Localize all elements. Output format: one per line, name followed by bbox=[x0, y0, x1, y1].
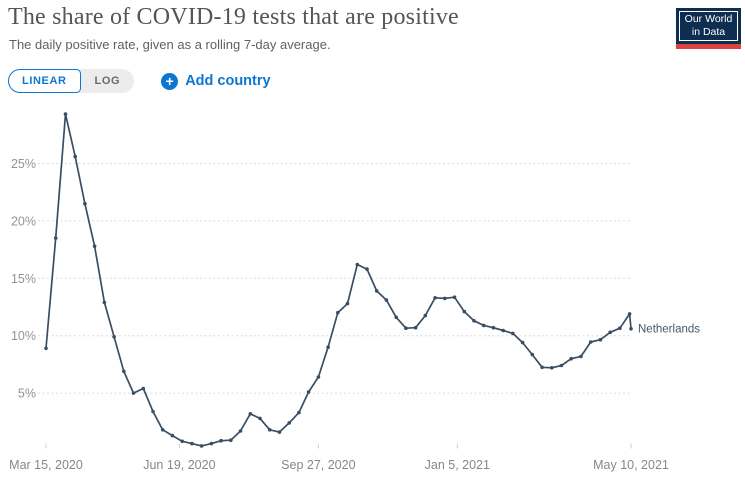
x-axis-tick-label-0: Mar 15, 2020 bbox=[9, 458, 83, 472]
data-point[interactable] bbox=[629, 327, 633, 331]
data-point[interactable] bbox=[394, 315, 399, 320]
data-point[interactable] bbox=[452, 295, 457, 300]
data-point[interactable] bbox=[491, 325, 496, 330]
owid-logo[interactable]: Our World in Data bbox=[676, 8, 741, 49]
chart-subtitle: The daily positive rate, given as a roll… bbox=[9, 37, 331, 52]
data-point[interactable] bbox=[92, 244, 97, 248]
data-point[interactable] bbox=[190, 441, 194, 446]
data-point[interactable] bbox=[199, 444, 204, 448]
data-point[interactable] bbox=[559, 363, 564, 368]
data-point[interactable] bbox=[326, 345, 330, 350]
data-point[interactable] bbox=[209, 441, 214, 446]
x-axis-tick-label-3: Jan 5, 2021 bbox=[425, 458, 490, 472]
data-point[interactable] bbox=[131, 391, 136, 395]
y-axis-tick-label-25: 25% bbox=[11, 157, 36, 171]
data-point[interactable] bbox=[316, 375, 321, 379]
data-point[interactable] bbox=[588, 340, 593, 344]
data-point[interactable] bbox=[170, 433, 175, 438]
data-point[interactable] bbox=[258, 416, 262, 421]
owid-logo-line1: Our World bbox=[684, 13, 733, 26]
data-point[interactable] bbox=[423, 313, 428, 318]
data-point[interactable] bbox=[443, 296, 447, 301]
data-point[interactable] bbox=[365, 267, 369, 271]
data-point[interactable] bbox=[122, 369, 126, 374]
data-point[interactable] bbox=[219, 438, 223, 443]
data-point[interactable] bbox=[608, 330, 612, 335]
data-point[interactable] bbox=[520, 340, 525, 345]
x-axis-tick-label-4: May 10, 2021 bbox=[593, 458, 669, 472]
y-axis-tick-label-20: 20% bbox=[11, 214, 36, 228]
x-axis-tick-label-1: Jun 19, 2020 bbox=[143, 458, 215, 472]
data-point[interactable] bbox=[141, 386, 146, 391]
data-point[interactable] bbox=[550, 366, 554, 370]
data-point[interactable] bbox=[501, 328, 506, 333]
data-point[interactable] bbox=[345, 301, 350, 306]
data-point[interactable] bbox=[63, 112, 68, 116]
data-point[interactable] bbox=[53, 236, 58, 240]
y-axis-tick-label-10: 10% bbox=[11, 329, 36, 343]
data-point[interactable] bbox=[627, 312, 632, 316]
data-point[interactable] bbox=[248, 412, 253, 416]
data-point[interactable] bbox=[413, 325, 418, 330]
data-point[interactable] bbox=[355, 262, 360, 267]
data-point[interactable] bbox=[102, 300, 107, 305]
data-point[interactable] bbox=[229, 438, 233, 443]
data-point[interactable] bbox=[472, 319, 476, 323]
data-point[interactable] bbox=[511, 331, 515, 336]
add-country-label: Add country bbox=[185, 73, 271, 89]
data-point[interactable] bbox=[433, 296, 437, 300]
scale-toggle: LINEAR LOG bbox=[8, 69, 135, 93]
data-point[interactable] bbox=[73, 154, 77, 159]
chart-title: The share of COVID-19 tests that are pos… bbox=[8, 4, 459, 30]
data-point[interactable] bbox=[44, 346, 48, 351]
series-line-netherlands[interactable] bbox=[45, 113, 632, 447]
owid-logo-red-strip bbox=[676, 44, 741, 49]
data-point[interactable] bbox=[306, 390, 311, 394]
series-end-label-netherlands[interactable]: Netherlands bbox=[638, 323, 700, 335]
log-scale-button[interactable]: LOG bbox=[81, 69, 135, 93]
y-axis-tick-label-5: 5% bbox=[18, 387, 36, 401]
owid-logo-text: Our World in Data bbox=[679, 11, 738, 41]
data-point[interactable] bbox=[598, 337, 603, 342]
data-point[interactable] bbox=[384, 298, 389, 302]
add-country-button[interactable]: + Add country bbox=[161, 72, 271, 90]
data-point[interactable] bbox=[160, 428, 165, 432]
data-point[interactable] bbox=[297, 410, 301, 415]
owid-logo-line2: in Data bbox=[691, 26, 726, 38]
data-point[interactable] bbox=[374, 289, 379, 293]
data-point[interactable] bbox=[287, 421, 292, 425]
data-point[interactable] bbox=[569, 356, 573, 361]
data-point[interactable] bbox=[579, 354, 583, 359]
data-point[interactable] bbox=[618, 326, 622, 331]
plus-icon: + bbox=[161, 72, 179, 90]
chart-controls: LINEAR LOG + Add country bbox=[8, 69, 271, 93]
y-axis-tick-label-15: 15% bbox=[11, 272, 36, 286]
data-point[interactable] bbox=[151, 409, 155, 414]
x-axis-tick-label-2: Sep 27, 2020 bbox=[281, 458, 355, 472]
data-point[interactable] bbox=[112, 335, 116, 339]
data-point[interactable] bbox=[530, 352, 535, 357]
data-point[interactable] bbox=[462, 309, 467, 314]
data-point[interactable] bbox=[336, 310, 340, 315]
data-point[interactable] bbox=[277, 430, 282, 434]
data-point[interactable] bbox=[481, 323, 486, 328]
data-point[interactable] bbox=[404, 326, 408, 331]
data-point[interactable] bbox=[267, 428, 272, 432]
linear-scale-button[interactable]: LINEAR bbox=[8, 69, 81, 93]
data-point[interactable] bbox=[238, 429, 243, 433]
data-point[interactable] bbox=[180, 439, 184, 444]
data-point[interactable] bbox=[540, 365, 544, 370]
data-point[interactable] bbox=[83, 201, 87, 206]
